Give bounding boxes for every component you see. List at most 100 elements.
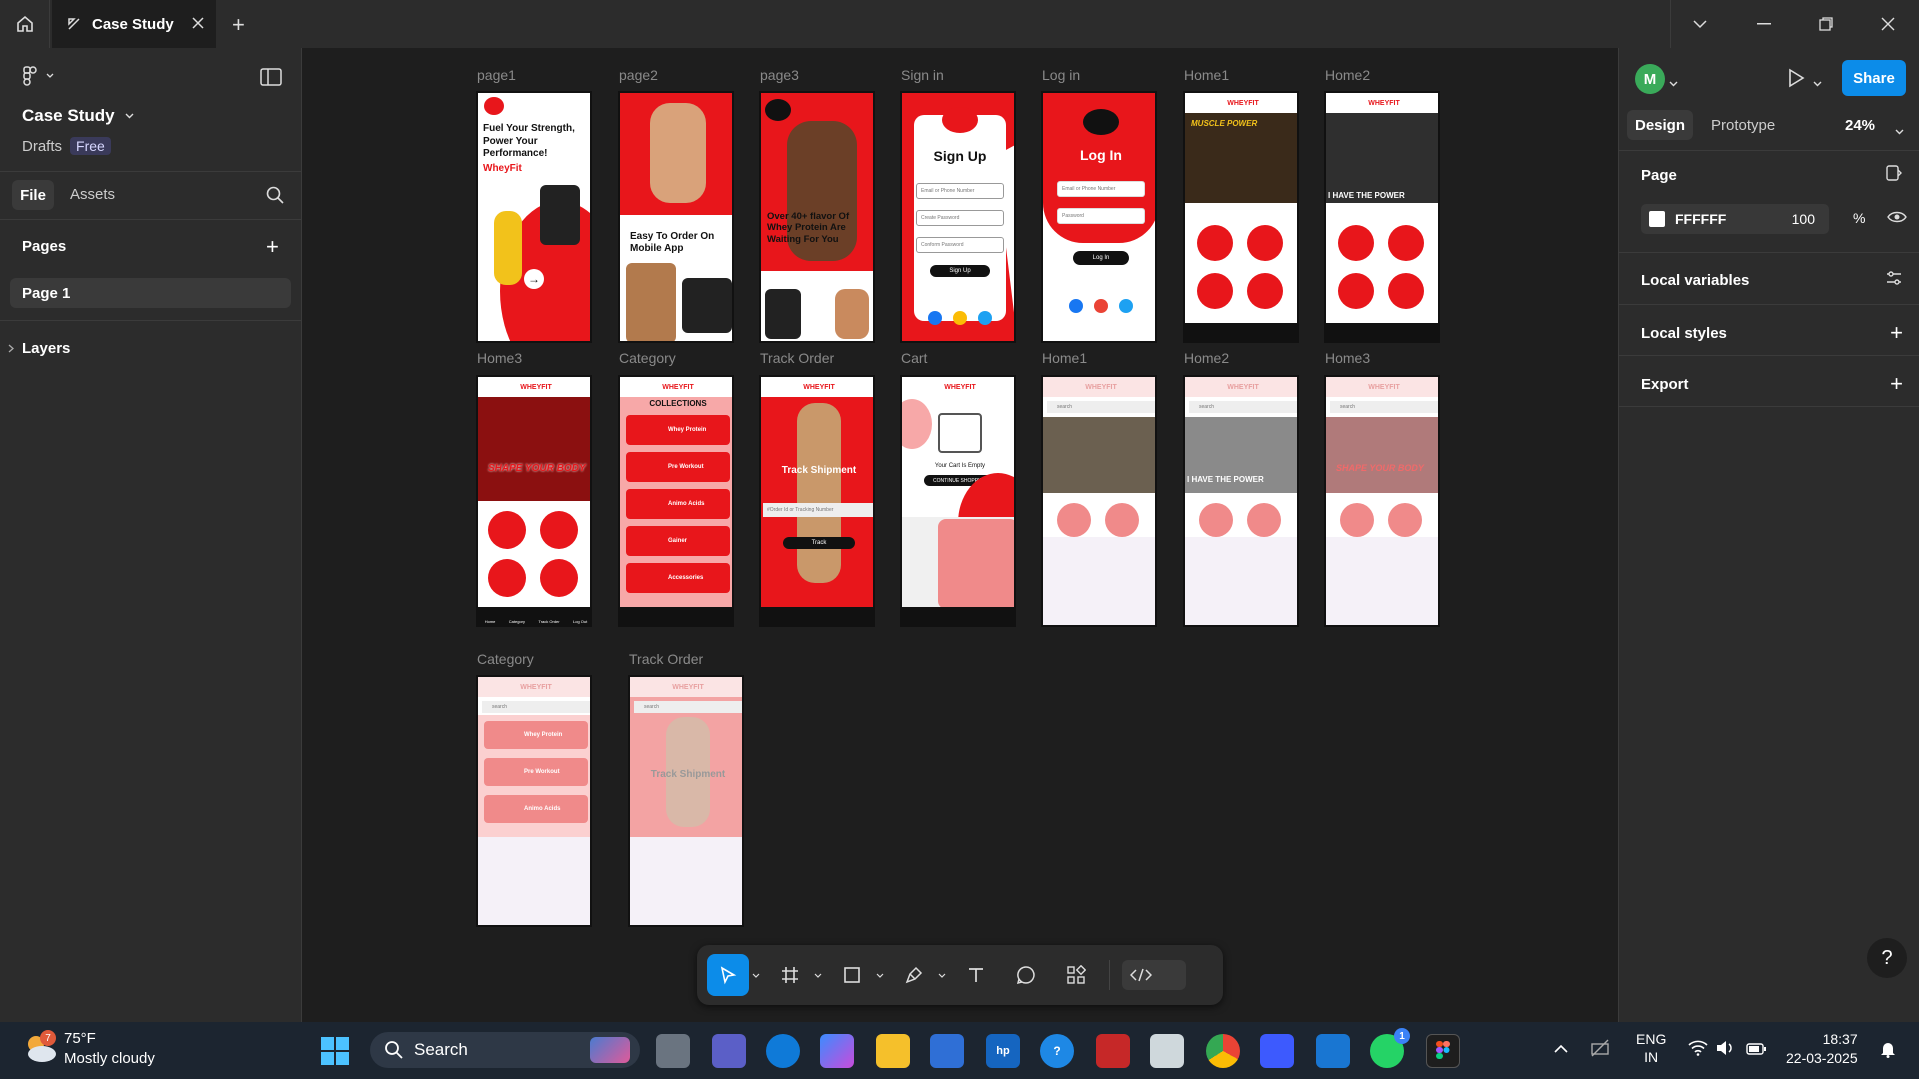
nav-log-out[interactable]: Log Out — [573, 619, 588, 624]
help-app-icon[interactable]: ? — [1040, 1034, 1074, 1068]
category-circle[interactable] — [1197, 273, 1233, 309]
confirm-password-field[interactable]: Conform Password — [916, 237, 1004, 253]
log-in-button[interactable]: Log In — [1073, 251, 1129, 265]
weather-cloud-icon[interactable]: 7 — [22, 1030, 56, 1066]
category-circle[interactable] — [540, 511, 578, 549]
tab-design[interactable]: Design — [1627, 110, 1693, 140]
category-circle[interactable] — [1197, 225, 1233, 261]
mail-icon[interactable] — [1150, 1034, 1184, 1068]
category-circle[interactable] — [1247, 273, 1283, 309]
mcafee-icon[interactable] — [1096, 1034, 1130, 1068]
visibility-eye-icon[interactable] — [1887, 210, 1907, 229]
frame-home1-search[interactable]: WHEYFIT search — [1041, 375, 1157, 627]
category-circle[interactable] — [1338, 273, 1374, 309]
nav-home[interactable]: Home — [484, 619, 496, 624]
chevron-down-icon[interactable] — [1895, 122, 1904, 140]
network-off-icon[interactable] — [1590, 1038, 1610, 1063]
vscode-icon[interactable] — [1316, 1034, 1350, 1068]
windows-start-icon[interactable] — [318, 1034, 352, 1068]
on-screen-keyboard[interactable] — [1043, 537, 1155, 625]
frame-label[interactable]: Track Order — [760, 350, 835, 366]
frame-page1[interactable]: Fuel Your Strength, Power Your Performan… — [476, 91, 592, 343]
frame-log-in[interactable]: Log In Email or Phone Number Password Lo… — [1041, 91, 1157, 343]
weather-desc[interactable]: Mostly cloudy — [64, 1050, 155, 1067]
move-tool[interactable] — [707, 954, 749, 996]
category-circle[interactable] — [1199, 503, 1233, 537]
restore-icon[interactable] — [1796, 0, 1856, 48]
frame-cart[interactable]: WHEYFIT Your Cart Is Empty CONTINUE SHOP… — [900, 375, 1016, 627]
taskbar-search[interactable]: Search — [370, 1032, 640, 1068]
actions-tool[interactable] — [1055, 954, 1097, 996]
category-circle[interactable] — [1057, 503, 1091, 537]
search-input[interactable]: search — [634, 701, 742, 713]
category-circle[interactable] — [540, 559, 578, 597]
frame-label[interactable]: Home1 — [1184, 67, 1230, 83]
drafts-label[interactable]: Drafts — [22, 137, 63, 155]
bg-opacity[interactable]: 100 — [1791, 211, 1815, 227]
twitter-icon[interactable] — [978, 311, 992, 325]
frame-home1[interactable]: WHEYFIT MUSCLE POWER — [1183, 91, 1299, 343]
copilot-icon[interactable] — [820, 1034, 854, 1068]
file-explorer-icon[interactable] — [876, 1034, 910, 1068]
comment-tool[interactable] — [1005, 954, 1047, 996]
pen-tool[interactable] — [893, 954, 935, 996]
category-item[interactable]: Animo Acids — [626, 489, 730, 519]
close-tab-icon[interactable] — [192, 16, 204, 33]
bg-color-hex[interactable]: FFFFFF — [1675, 211, 1727, 227]
frame-label[interactable]: Home2 — [1184, 350, 1230, 366]
search-input[interactable]: search — [1330, 401, 1438, 413]
track-button[interactable]: Track — [783, 537, 855, 549]
chevron-down-icon[interactable] — [751, 973, 761, 978]
category-item[interactable]: Pre Workout — [484, 758, 588, 786]
local-variables-label[interactable]: Local variables — [1641, 271, 1750, 289]
add-page-plus-icon[interactable]: + — [266, 234, 279, 259]
search-input[interactable]: search — [1047, 401, 1155, 413]
frame-home2-search[interactable]: WHEYFIT search I HAVE THE POWER — [1183, 375, 1299, 627]
search-input[interactable]: search — [1189, 401, 1297, 413]
dev-mode-toggle[interactable] — [1122, 960, 1186, 990]
language-indicator[interactable]: ENG IN — [1636, 1030, 1666, 1066]
home-button[interactable] — [0, 0, 50, 48]
chevron-up-icon[interactable] — [1554, 1040, 1568, 1058]
variables-sliders-icon[interactable] — [1885, 270, 1903, 290]
frame-track-order-search[interactable]: WHEYFIT search Track Shipment — [628, 675, 744, 927]
frame-label[interactable]: Home2 — [1325, 67, 1371, 83]
facebook-icon[interactable] — [1069, 299, 1083, 313]
frame-category[interactable]: WHEYFIT COLLECTIONS Whey Protein Pre Wor… — [618, 375, 734, 627]
frame-home3[interactable]: WHEYFIT SHAPE YOUR BODY Home Category Tr… — [476, 375, 592, 627]
ms-store-icon[interactable] — [930, 1034, 964, 1068]
on-screen-keyboard[interactable] — [1185, 537, 1297, 625]
password-field[interactable]: Password — [1057, 208, 1145, 224]
avatar[interactable]: M — [1635, 64, 1665, 94]
task-view-icon[interactable] — [656, 1034, 690, 1068]
category-item[interactable]: Gainer — [626, 526, 730, 556]
whatsapp-icon[interactable]: 1 — [1370, 1028, 1410, 1068]
teams-icon[interactable] — [712, 1034, 746, 1068]
add-style-plus-icon[interactable]: + — [1890, 320, 1903, 345]
frame-tool[interactable] — [769, 954, 811, 996]
category-item[interactable]: Accessories — [626, 563, 730, 593]
main-menu-button[interactable] — [22, 66, 54, 86]
google-icon[interactable] — [953, 311, 967, 325]
category-circle[interactable] — [1247, 225, 1283, 261]
category-item[interactable]: Pre Workout — [626, 452, 730, 482]
minimize-icon[interactable] — [1734, 0, 1794, 48]
category-circle[interactable] — [1388, 225, 1424, 261]
frame-label[interactable]: Home3 — [477, 350, 523, 366]
frame-label[interactable]: Home1 — [1042, 350, 1088, 366]
category-circle[interactable] — [1105, 503, 1139, 537]
frame-label[interactable]: page3 — [760, 67, 799, 83]
zoom-level[interactable]: 24% — [1845, 117, 1876, 134]
frame-label[interactable]: Cart — [901, 350, 928, 366]
search-input[interactable]: search — [482, 701, 590, 713]
weather-temp[interactable]: 75°F — [64, 1030, 96, 1047]
password-field[interactable]: Create Password — [916, 210, 1004, 226]
frame-category-search[interactable]: WHEYFIT search Whey Protein Pre Workout … — [476, 675, 592, 927]
figma-taskbar-icon[interactable] — [1426, 1034, 1460, 1068]
category-item[interactable]: Whey Protein — [484, 721, 588, 749]
page-item[interactable]: Page 1 — [10, 278, 291, 308]
tab-file[interactable]: File — [12, 180, 54, 210]
frame-track-order[interactable]: WHEYFIT Track Shipment #Order Id or Trac… — [759, 375, 875, 627]
category-circle[interactable] — [488, 559, 526, 597]
chevron-down-icon[interactable] — [125, 113, 134, 119]
